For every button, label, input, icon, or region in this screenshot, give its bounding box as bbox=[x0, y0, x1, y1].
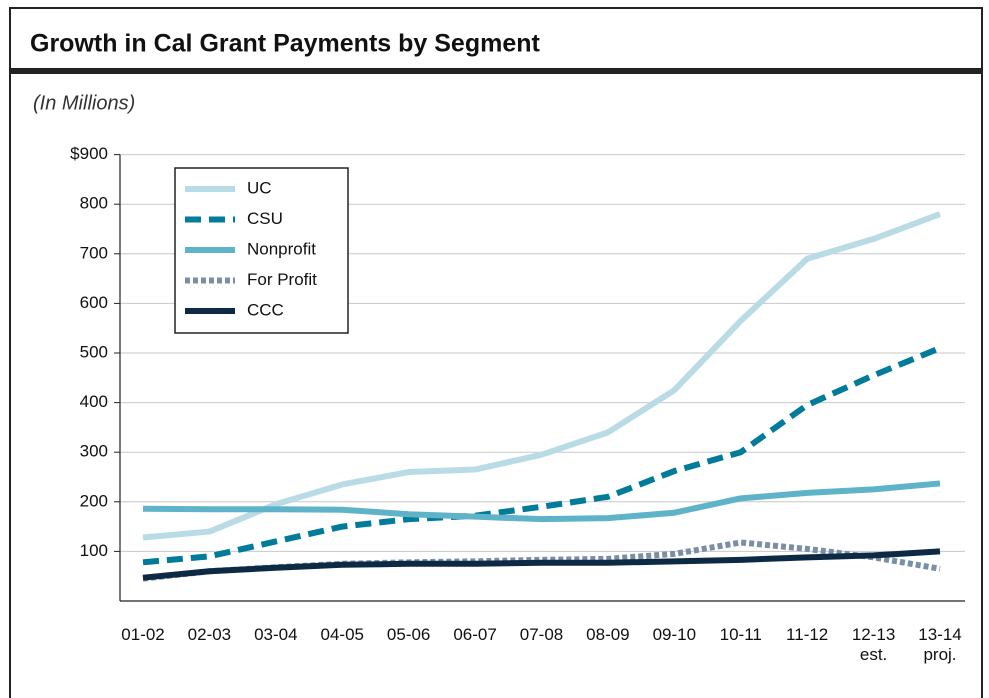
title-rule bbox=[10, 68, 982, 74]
legend-label: CCC bbox=[247, 300, 284, 319]
x-tick-label: 12-13 est. bbox=[851, 625, 896, 664]
y-tick-label: 300 bbox=[80, 442, 108, 461]
x-tick-label: 11-12 bbox=[786, 625, 829, 644]
x-tick-label: 05-06 bbox=[386, 625, 431, 644]
y-tick-label: 800 bbox=[80, 194, 108, 213]
x-tick-label: 06-07 bbox=[453, 625, 497, 644]
y-tick-label: 700 bbox=[80, 243, 108, 262]
x-tick-label: 02-03 bbox=[187, 625, 232, 644]
x-tick-label: 01-02 bbox=[121, 625, 165, 644]
frame bbox=[9, 7, 983, 698]
series-line bbox=[142, 345, 942, 566]
legend-label: Nonprofit bbox=[247, 239, 316, 258]
y-tick-label: 200 bbox=[80, 491, 108, 510]
y-tick-label: $900 bbox=[70, 144, 108, 163]
x-tick-label: 13-14 proj. bbox=[918, 625, 962, 664]
series-line bbox=[142, 539, 941, 582]
x-tick-label: 09-10 bbox=[652, 625, 697, 644]
y-tick-label: 100 bbox=[80, 541, 108, 560]
x-tick-label: 08-09 bbox=[586, 625, 630, 644]
series-line bbox=[142, 480, 941, 523]
subtitle: (In Millions) bbox=[33, 92, 135, 114]
x-tick-label: 04-05 bbox=[320, 625, 364, 644]
legend-label: For Profit bbox=[247, 270, 317, 289]
y-tick-label: 600 bbox=[80, 293, 108, 312]
x-tick-label: 03-04 bbox=[254, 625, 298, 644]
y-tick-label: 400 bbox=[80, 392, 108, 411]
x-tick-label: 10-11 bbox=[719, 625, 762, 644]
legend-label: UC bbox=[247, 178, 272, 197]
x-tick-label: 07-08 bbox=[519, 625, 564, 644]
series-line bbox=[142, 211, 942, 541]
chart-title: Growth in Cal Grant Payments by Segment bbox=[30, 30, 541, 58]
y-tick-label: 500 bbox=[80, 342, 108, 361]
series-line bbox=[142, 548, 941, 581]
legend-label: CSU bbox=[247, 209, 283, 228]
